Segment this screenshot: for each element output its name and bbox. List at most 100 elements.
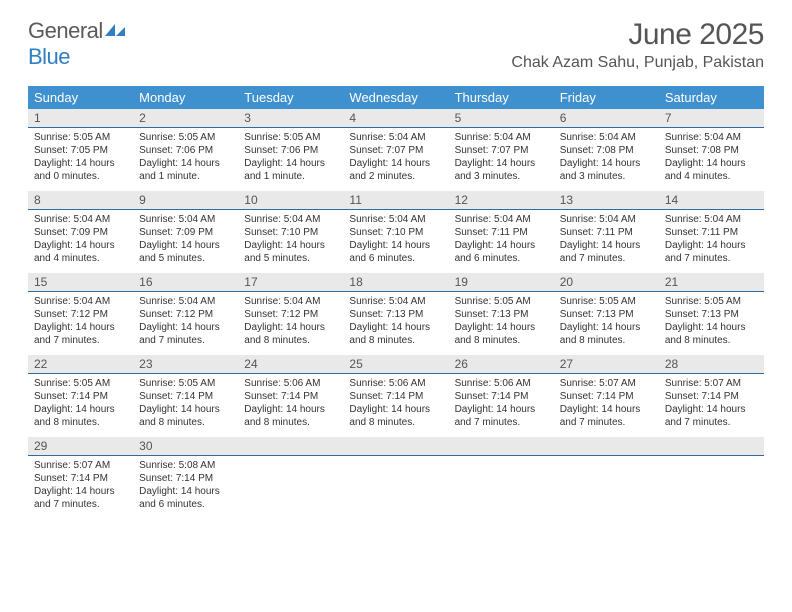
calendar-week-row: 29Sunrise: 5:07 AMSunset: 7:14 PMDayligh… [28, 437, 764, 519]
daylight-text: and 8 minutes. [349, 416, 442, 429]
daylight-text: Daylight: 14 hours [34, 157, 127, 170]
daylight-text: and 5 minutes. [244, 252, 337, 265]
daylight-text: and 8 minutes. [455, 334, 548, 347]
sunset-text: Sunset: 7:11 PM [560, 226, 653, 239]
sunrise-text: Sunrise: 5:07 AM [34, 459, 127, 472]
sunset-text: Sunset: 7:10 PM [349, 226, 442, 239]
sunrise-text: Sunrise: 5:05 AM [34, 377, 127, 390]
daylight-text: and 3 minutes. [455, 170, 548, 183]
sunrise-text: Sunrise: 5:04 AM [244, 295, 337, 308]
sunrise-text: Sunrise: 5:08 AM [139, 459, 232, 472]
sunset-text: Sunset: 7:08 PM [665, 144, 758, 157]
day-number: 13 [554, 191, 659, 210]
calendar-day-cell: 2Sunrise: 5:05 AMSunset: 7:06 PMDaylight… [133, 109, 238, 191]
sunrise-text: Sunrise: 5:06 AM [244, 377, 337, 390]
location-text: Chak Azam Sahu, Punjab, Pakistan [511, 54, 764, 72]
daylight-text: Daylight: 14 hours [665, 157, 758, 170]
calendar-day-cell: 26Sunrise: 5:06 AMSunset: 7:14 PMDayligh… [449, 355, 554, 437]
daylight-text: and 0 minutes. [34, 170, 127, 183]
calendar-day-cell: 9Sunrise: 5:04 AMSunset: 7:09 PMDaylight… [133, 191, 238, 273]
daylight-text: Daylight: 14 hours [34, 321, 127, 334]
sunset-text: Sunset: 7:06 PM [139, 144, 232, 157]
day-details [343, 456, 448, 465]
calendar-day-cell: 23Sunrise: 5:05 AMSunset: 7:14 PMDayligh… [133, 355, 238, 437]
daylight-text: and 6 minutes. [349, 252, 442, 265]
sunrise-text: Sunrise: 5:05 AM [34, 131, 127, 144]
weekday-header: Friday [554, 86, 659, 109]
day-number: 23 [133, 355, 238, 374]
daylight-text: and 8 minutes. [665, 334, 758, 347]
calendar-day-cell [343, 437, 448, 519]
calendar-day-cell: 11Sunrise: 5:04 AMSunset: 7:10 PMDayligh… [343, 191, 448, 273]
daylight-text: and 7 minutes. [665, 416, 758, 429]
weekday-header: Saturday [659, 86, 764, 109]
calendar-day-cell: 21Sunrise: 5:05 AMSunset: 7:13 PMDayligh… [659, 273, 764, 355]
daylight-text: Daylight: 14 hours [560, 321, 653, 334]
day-number: 29 [28, 437, 133, 456]
daylight-text: Daylight: 14 hours [455, 157, 548, 170]
sunrise-text: Sunrise: 5:05 AM [455, 295, 548, 308]
day-details: Sunrise: 5:04 AMSunset: 7:11 PMDaylight:… [554, 210, 659, 271]
day-details: Sunrise: 5:04 AMSunset: 7:13 PMDaylight:… [343, 292, 448, 353]
sunset-text: Sunset: 7:12 PM [34, 308, 127, 321]
day-details: Sunrise: 5:05 AMSunset: 7:06 PMDaylight:… [133, 128, 238, 189]
sunrise-text: Sunrise: 5:07 AM [560, 377, 653, 390]
sunset-text: Sunset: 7:14 PM [34, 472, 127, 485]
header: General Blue June 2025 Chak Azam Sahu, P… [0, 0, 792, 76]
calendar-day-cell: 5Sunrise: 5:04 AMSunset: 7:07 PMDaylight… [449, 109, 554, 191]
logo-text-blue: Blue [28, 44, 70, 69]
month-title: June 2025 [511, 18, 764, 52]
day-number: 9 [133, 191, 238, 210]
day-details: Sunrise: 5:06 AMSunset: 7:14 PMDaylight:… [238, 374, 343, 435]
sunrise-text: Sunrise: 5:06 AM [349, 377, 442, 390]
calendar-week-row: 22Sunrise: 5:05 AMSunset: 7:14 PMDayligh… [28, 355, 764, 437]
calendar-week-row: 15Sunrise: 5:04 AMSunset: 7:12 PMDayligh… [28, 273, 764, 355]
calendar-day-cell: 4Sunrise: 5:04 AMSunset: 7:07 PMDaylight… [343, 109, 448, 191]
daylight-text: Daylight: 14 hours [244, 239, 337, 252]
calendar-day-cell: 1Sunrise: 5:05 AMSunset: 7:05 PMDaylight… [28, 109, 133, 191]
calendar-day-cell: 6Sunrise: 5:04 AMSunset: 7:08 PMDaylight… [554, 109, 659, 191]
day-number [343, 437, 448, 456]
day-number: 17 [238, 273, 343, 292]
day-details: Sunrise: 5:07 AMSunset: 7:14 PMDaylight:… [554, 374, 659, 435]
calendar-day-cell [554, 437, 659, 519]
sunset-text: Sunset: 7:06 PM [244, 144, 337, 157]
sunset-text: Sunset: 7:12 PM [139, 308, 232, 321]
daylight-text: Daylight: 14 hours [560, 403, 653, 416]
sunrise-text: Sunrise: 5:04 AM [349, 131, 442, 144]
daylight-text: and 1 minute. [139, 170, 232, 183]
weekday-header: Monday [133, 86, 238, 109]
daylight-text: Daylight: 14 hours [560, 239, 653, 252]
day-number: 5 [449, 109, 554, 128]
sunrise-text: Sunrise: 5:05 AM [560, 295, 653, 308]
day-number: 3 [238, 109, 343, 128]
daylight-text: Daylight: 14 hours [139, 239, 232, 252]
daylight-text: Daylight: 14 hours [455, 403, 548, 416]
daylight-text: and 7 minutes. [665, 252, 758, 265]
day-details: Sunrise: 5:05 AMSunset: 7:13 PMDaylight:… [554, 292, 659, 353]
daylight-text: and 3 minutes. [560, 170, 653, 183]
daylight-text: and 7 minutes. [455, 416, 548, 429]
day-details: Sunrise: 5:04 AMSunset: 7:08 PMDaylight:… [554, 128, 659, 189]
logo-sail-icon [105, 18, 127, 44]
daylight-text: and 4 minutes. [665, 170, 758, 183]
day-number: 4 [343, 109, 448, 128]
sunset-text: Sunset: 7:09 PM [34, 226, 127, 239]
title-block: June 2025 Chak Azam Sahu, Punjab, Pakist… [511, 18, 764, 72]
sunrise-text: Sunrise: 5:04 AM [349, 295, 442, 308]
sunset-text: Sunset: 7:14 PM [34, 390, 127, 403]
daylight-text: and 8 minutes. [349, 334, 442, 347]
daylight-text: Daylight: 14 hours [244, 321, 337, 334]
calendar-day-cell: 18Sunrise: 5:04 AMSunset: 7:13 PMDayligh… [343, 273, 448, 355]
sunrise-text: Sunrise: 5:04 AM [560, 131, 653, 144]
calendar-day-cell: 30Sunrise: 5:08 AMSunset: 7:14 PMDayligh… [133, 437, 238, 519]
daylight-text: Daylight: 14 hours [139, 157, 232, 170]
day-details [449, 456, 554, 465]
sunrise-text: Sunrise: 5:07 AM [665, 377, 758, 390]
sunset-text: Sunset: 7:14 PM [560, 390, 653, 403]
sunset-text: Sunset: 7:14 PM [139, 390, 232, 403]
calendar-day-cell: 27Sunrise: 5:07 AMSunset: 7:14 PMDayligh… [554, 355, 659, 437]
day-details: Sunrise: 5:04 AMSunset: 7:11 PMDaylight:… [449, 210, 554, 271]
calendar-day-cell: 13Sunrise: 5:04 AMSunset: 7:11 PMDayligh… [554, 191, 659, 273]
day-number: 14 [659, 191, 764, 210]
